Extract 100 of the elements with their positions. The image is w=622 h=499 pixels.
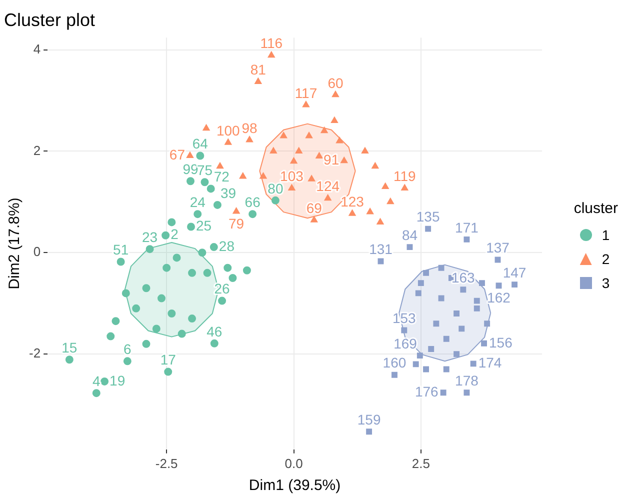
x-axis-title: Dim1 (39.5%) <box>248 477 341 494</box>
point <box>65 356 74 364</box>
point <box>200 178 209 186</box>
point <box>479 280 485 286</box>
annotation: 119 <box>393 168 416 184</box>
point <box>366 208 374 214</box>
annotation: 64 <box>192 136 208 152</box>
annotation: 66 <box>244 194 261 210</box>
point <box>194 210 202 218</box>
point <box>433 320 440 327</box>
annotation: 25 <box>196 218 212 234</box>
annotation: 159 <box>357 412 381 428</box>
legend-label: 1 <box>602 227 610 243</box>
point <box>146 245 154 254</box>
x-tick-label: 0.0 <box>284 456 303 471</box>
point <box>330 116 338 124</box>
point <box>340 156 348 164</box>
point <box>224 264 232 272</box>
annotation: 147 <box>502 264 526 280</box>
point <box>92 389 100 398</box>
point <box>172 254 181 262</box>
point <box>366 428 372 435</box>
point <box>203 268 212 277</box>
point <box>470 360 476 367</box>
point <box>100 377 109 386</box>
annotation: 60 <box>328 74 344 91</box>
point <box>423 270 429 276</box>
annotation: 15 <box>62 339 78 356</box>
point <box>196 152 204 160</box>
point <box>423 366 429 372</box>
point <box>218 296 226 305</box>
annotation: 171 <box>455 219 479 236</box>
annotation: 51 <box>113 242 129 258</box>
annotation: 160 <box>382 354 406 371</box>
annotation: 39 <box>220 184 236 201</box>
point <box>142 284 150 292</box>
chart-title: Cluster plot <box>4 10 96 30</box>
y-tick-label: 0 <box>33 244 41 260</box>
point <box>188 268 196 277</box>
point <box>168 309 176 318</box>
point <box>401 184 408 190</box>
point <box>210 339 218 348</box>
point <box>458 326 465 332</box>
point <box>382 182 389 189</box>
point <box>512 282 518 288</box>
annotation: 174 <box>478 354 502 371</box>
point <box>270 147 277 154</box>
annotation: 28 <box>218 238 235 254</box>
point <box>188 314 196 323</box>
y-axis-title: Dim2 (17.8%) <box>6 198 24 290</box>
legend-title: cluster <box>574 200 618 217</box>
y-tick-label: 4 <box>33 41 41 56</box>
annotation: 69 <box>306 200 322 216</box>
annotation: 98 <box>242 120 258 136</box>
point <box>206 184 215 193</box>
point <box>271 196 280 204</box>
annotation: 131 <box>369 241 393 258</box>
point <box>438 264 444 271</box>
annotation: 19 <box>110 372 126 388</box>
annotation: 24 <box>190 194 206 210</box>
point <box>440 390 446 396</box>
point <box>415 290 422 296</box>
y-tick-label: -2 <box>28 346 41 361</box>
annotation: 75 <box>196 162 213 178</box>
point <box>213 200 222 209</box>
point <box>484 320 490 327</box>
point <box>122 289 130 298</box>
point <box>106 332 115 340</box>
point <box>187 222 196 231</box>
point <box>320 126 328 134</box>
point <box>228 274 237 282</box>
point <box>361 147 369 154</box>
point <box>178 330 186 338</box>
x-tick-label: -2.5 <box>155 456 178 471</box>
point <box>316 152 323 159</box>
point <box>305 132 313 138</box>
annotation: 156 <box>489 334 513 350</box>
annotation: 176 <box>414 383 439 400</box>
annotation: 46 <box>206 323 222 340</box>
point <box>372 162 379 169</box>
point <box>224 138 232 145</box>
point <box>464 390 470 396</box>
point <box>202 124 210 131</box>
annotation: 178 <box>455 372 479 388</box>
annotation: 4 <box>92 372 100 389</box>
point <box>198 248 206 257</box>
point <box>392 372 398 378</box>
point <box>428 346 434 352</box>
point <box>295 147 302 154</box>
point <box>425 226 432 232</box>
annotation: 123 <box>340 193 364 210</box>
point <box>242 266 251 274</box>
point <box>481 340 487 346</box>
point <box>268 51 275 58</box>
point <box>123 357 132 366</box>
point <box>496 282 502 289</box>
point <box>168 218 176 226</box>
point <box>454 310 460 316</box>
point <box>438 295 444 302</box>
point <box>162 264 171 272</box>
